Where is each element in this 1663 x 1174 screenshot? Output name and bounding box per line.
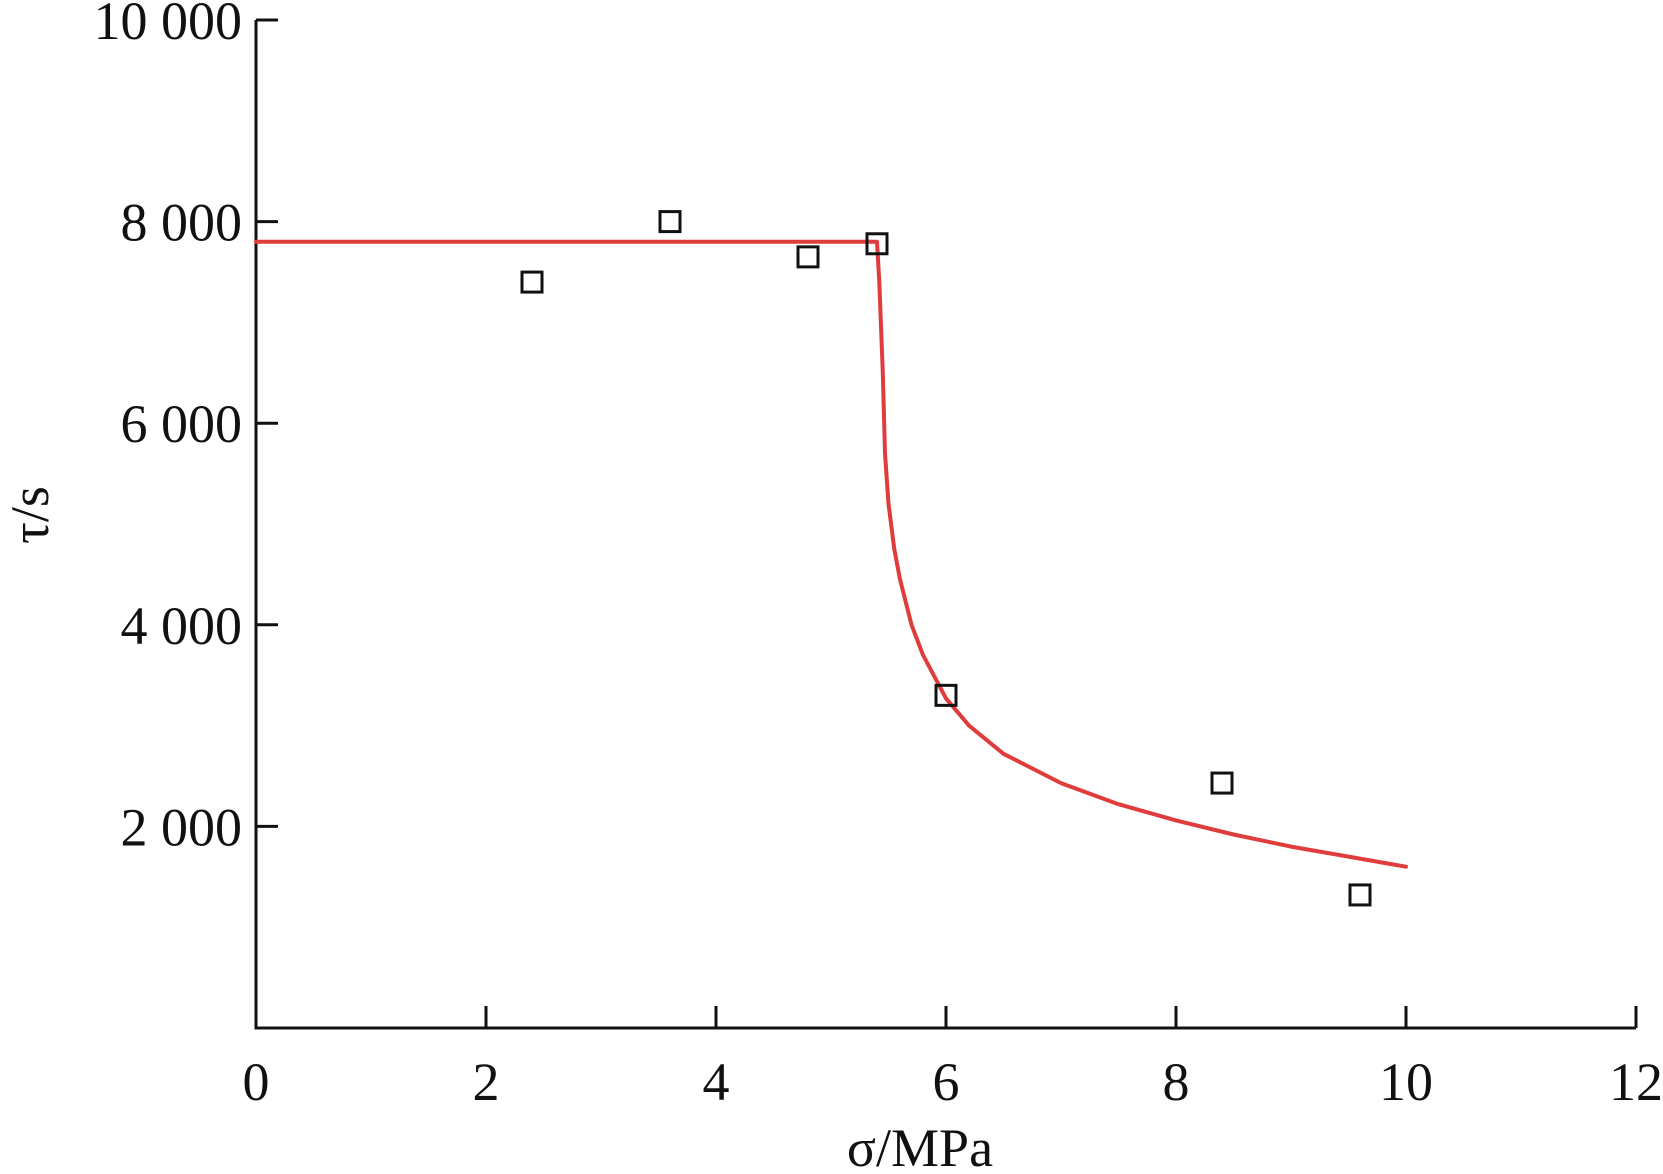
x-ticks: 0 2 4 6 8 10 12 bbox=[243, 1006, 1663, 1112]
data-markers bbox=[520, 210, 1372, 907]
axes bbox=[254, 20, 1636, 1030]
data-point-marker bbox=[865, 232, 889, 256]
y-tick-label: 2 000 bbox=[121, 797, 243, 857]
data-point-marker bbox=[658, 210, 682, 234]
y-tick-label: 8 000 bbox=[121, 193, 243, 253]
x-tick-label: 10 bbox=[1379, 1052, 1433, 1112]
x-tick-label: 6 bbox=[933, 1052, 960, 1112]
data-point-marker bbox=[520, 270, 544, 294]
y-ticks: 2 000 4 000 6 000 8 000 10 000 bbox=[94, 0, 278, 857]
x-tick-label: 4 bbox=[703, 1052, 730, 1112]
data-point-marker bbox=[1210, 771, 1234, 795]
x-axis-label: σ/MPa bbox=[847, 1118, 993, 1174]
x-tick-label: 8 bbox=[1163, 1052, 1190, 1112]
y-tick-label: 6 000 bbox=[121, 394, 243, 454]
fit-curve-group bbox=[254, 239, 1408, 869]
data-point-marker bbox=[1348, 883, 1372, 907]
y-tick-label: 10 000 bbox=[94, 0, 243, 51]
y-tick-label: 4 000 bbox=[121, 596, 243, 656]
x-tick-label: 2 bbox=[473, 1052, 500, 1112]
fit-curve bbox=[254, 239, 1408, 869]
x-tick-label: 0 bbox=[243, 1052, 270, 1112]
y-axis-label: τ/s bbox=[0, 486, 60, 544]
x-tick-label: 12 bbox=[1609, 1052, 1663, 1112]
data-point-marker bbox=[934, 683, 958, 707]
data-point-marker bbox=[796, 245, 820, 269]
